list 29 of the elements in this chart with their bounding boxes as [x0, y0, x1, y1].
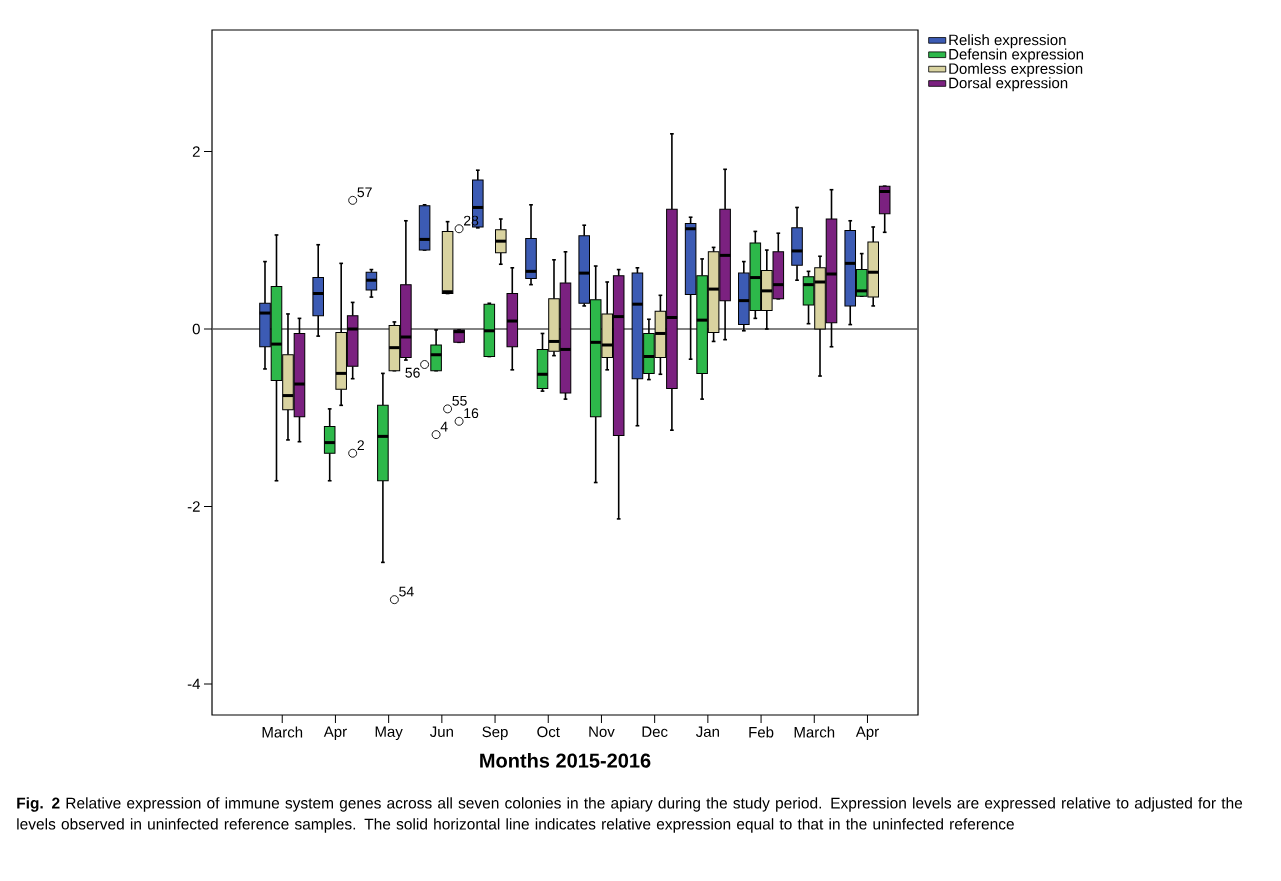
legend-label: Domless expression	[949, 62, 1083, 77]
legend-label: Defensin expression	[949, 48, 1084, 63]
x-tick-label: Oct	[537, 726, 560, 738]
y-tick-label: 2	[192, 146, 200, 157]
y-tick-label: 0	[192, 323, 200, 335]
x-tick-label: March	[794, 726, 835, 738]
annotation: 57	[357, 187, 372, 198]
annotation: 56	[405, 367, 420, 378]
x-tick-label: May	[375, 726, 403, 740]
x-tick-label: Jun	[429, 726, 453, 737]
annotation: 2	[357, 440, 364, 451]
x-tick-label: Nov	[589, 726, 615, 737]
y-tick-label: -2	[187, 501, 200, 512]
annotation: 54	[399, 586, 414, 597]
legend-label: Dorsal expression	[949, 77, 1068, 92]
text: Fig. 2 Relative expression of immune system genes across all seven colonies in the apiary during the study period. Expression levels are expressed relative to adjusted for the levels observed in uninfected reference samples. The solid horizontal line indicates relative expression equal to that in the uninfected reference	[17, 797, 1243, 833]
y-tick-label: -4	[187, 678, 201, 690]
annotation: 16	[464, 408, 479, 419]
x-tick-label: Feb	[749, 726, 774, 738]
x-tick-label: Sep	[482, 726, 508, 741]
x-tick-label: March	[262, 726, 303, 738]
x-tick-label: Apr	[323, 726, 347, 740]
legend-label: Relish expression	[949, 34, 1066, 49]
x-tick-label: Apr	[855, 726, 879, 740]
annotation: 55	[452, 395, 467, 406]
x-tick-label: Jan	[696, 726, 719, 737]
x-tick-label: Dec	[642, 726, 668, 737]
x-axis-title: Months 2015-2016	[480, 752, 651, 768]
annotation: 4	[440, 421, 448, 432]
